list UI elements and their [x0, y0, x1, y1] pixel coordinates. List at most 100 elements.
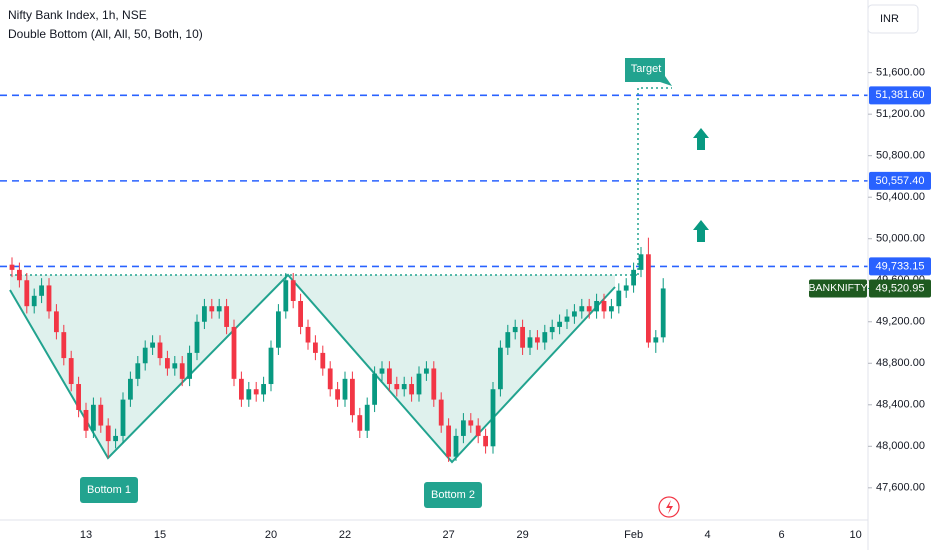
y-tick-label: 51,200.00 [876, 108, 925, 120]
candle-body [446, 425, 451, 457]
x-tick-label: 22 [339, 529, 351, 541]
candle-body [327, 368, 333, 390]
candle-body [68, 358, 74, 385]
level-price-label: 50,557.40 [876, 175, 925, 187]
candle-body [135, 363, 141, 379]
candle-body [660, 288, 666, 338]
target-label: Target [631, 63, 662, 75]
candle-body [409, 384, 414, 395]
candle-body [179, 363, 185, 379]
y-tick-label: 50,000.00 [876, 233, 925, 245]
candle-body [372, 373, 377, 405]
x-tick-label: 6 [779, 529, 785, 541]
bottom2-box [424, 482, 482, 508]
candle-body [542, 332, 548, 343]
candle-body [616, 290, 622, 307]
candle-body [601, 300, 607, 312]
candle-body [416, 373, 422, 395]
candle-body [646, 254, 651, 343]
candle-body [202, 306, 207, 322]
candle-body [535, 337, 540, 343]
arrow-up [693, 128, 709, 150]
y-tick-label: 48,400.00 [876, 399, 925, 411]
candle-body [261, 384, 266, 395]
candle-body [91, 404, 96, 431]
candle-body [468, 420, 474, 426]
x-tick-label: 20 [265, 529, 277, 541]
level-price-box [869, 86, 931, 105]
x-tick-label: 29 [516, 529, 528, 541]
candle-body [438, 399, 444, 426]
candle-body [424, 368, 429, 374]
candle-body [475, 425, 481, 436]
candle-body [239, 378, 244, 400]
candle-body [431, 368, 437, 400]
candle-body [39, 285, 44, 296]
candle-body [83, 409, 89, 431]
candle-body [498, 347, 503, 390]
candle-body [564, 316, 570, 322]
candle-body [623, 285, 629, 291]
candle-body [165, 358, 170, 369]
y-tick-label: 49,200.00 [876, 316, 925, 328]
currency-label: INR [880, 13, 899, 25]
candle-body [527, 337, 533, 348]
bottom2-label: Bottom 2 [431, 489, 475, 501]
candle-body [46, 285, 52, 312]
candle-body [54, 311, 59, 333]
x-tick-label: 4 [705, 529, 711, 541]
target-box [625, 58, 672, 86]
x-tick-label: 27 [442, 529, 454, 541]
candle-body [209, 306, 215, 312]
arrow-up [693, 220, 709, 242]
candle-body [483, 435, 488, 447]
candle-body [9, 264, 15, 270]
x-tick-label: 15 [154, 529, 166, 541]
candle-body [379, 368, 385, 374]
event-icon[interactable] [658, 496, 680, 518]
bottom1-box [80, 477, 138, 503]
event-icon-bolt [666, 500, 673, 514]
candle-body [298, 300, 303, 327]
candle-body [394, 384, 400, 390]
candle-body [157, 342, 163, 359]
candle-body [335, 389, 340, 400]
candle-body [113, 435, 118, 442]
bottom1-label: Bottom 1 [87, 484, 131, 496]
candle-body [313, 342, 318, 353]
target-line [637, 87, 672, 275]
candle-body [320, 352, 326, 369]
candle-body [142, 347, 148, 364]
candle-body [401, 384, 407, 390]
candle-body [609, 306, 614, 312]
candle-body [76, 384, 81, 410]
candle-body [579, 306, 585, 312]
candle-body [357, 415, 363, 431]
x-tick-label: Feb [624, 529, 643, 541]
pattern-line [9, 273, 616, 464]
candle-body [342, 378, 348, 400]
candle-body [364, 404, 370, 431]
symbol-box [809, 279, 867, 298]
x-tick-label: 13 [80, 529, 92, 541]
candle-body [128, 378, 133, 400]
currency-button[interactable] [867, 4, 919, 34]
candle-body [586, 306, 592, 312]
candle-body [120, 399, 126, 436]
candle-body [172, 363, 178, 369]
candle-body [17, 269, 22, 281]
candle-body [557, 321, 562, 327]
level-price-box [869, 171, 931, 190]
candle-body [653, 337, 659, 343]
candle-body [253, 389, 259, 395]
indicator-label: Double Bottom (All, All, 50, Both, 10) [8, 27, 203, 41]
candle-body [631, 269, 636, 286]
candle-body [246, 389, 252, 400]
candle-body [461, 420, 466, 436]
candle-body [276, 311, 281, 348]
candle-body [594, 300, 599, 312]
level-price-box [869, 257, 931, 276]
candle-body [105, 425, 111, 442]
candle-body [194, 321, 200, 353]
